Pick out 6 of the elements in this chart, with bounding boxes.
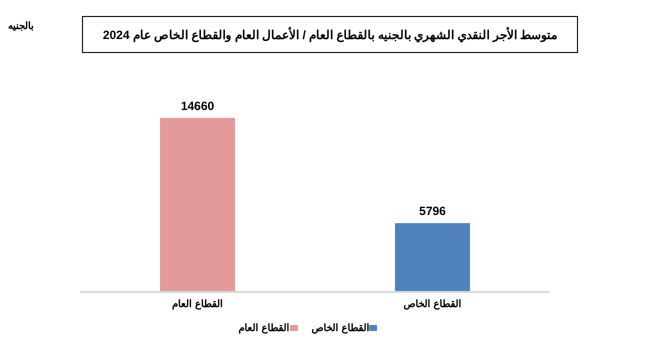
data-label: 5796 (419, 204, 446, 218)
text: بالجنيه (8, 20, 34, 32)
chart-title: متوسط الأجر النقدي الشهري بالجنيه بالقطاع العام / الأعمال العام والقطاع الخاص عام 2024 (82, 16, 578, 53)
data-label: 14660 (180, 98, 215, 113)
legend-label: القطاع الخاص (312, 323, 370, 334)
legend-label: القطاع العام (238, 323, 290, 334)
